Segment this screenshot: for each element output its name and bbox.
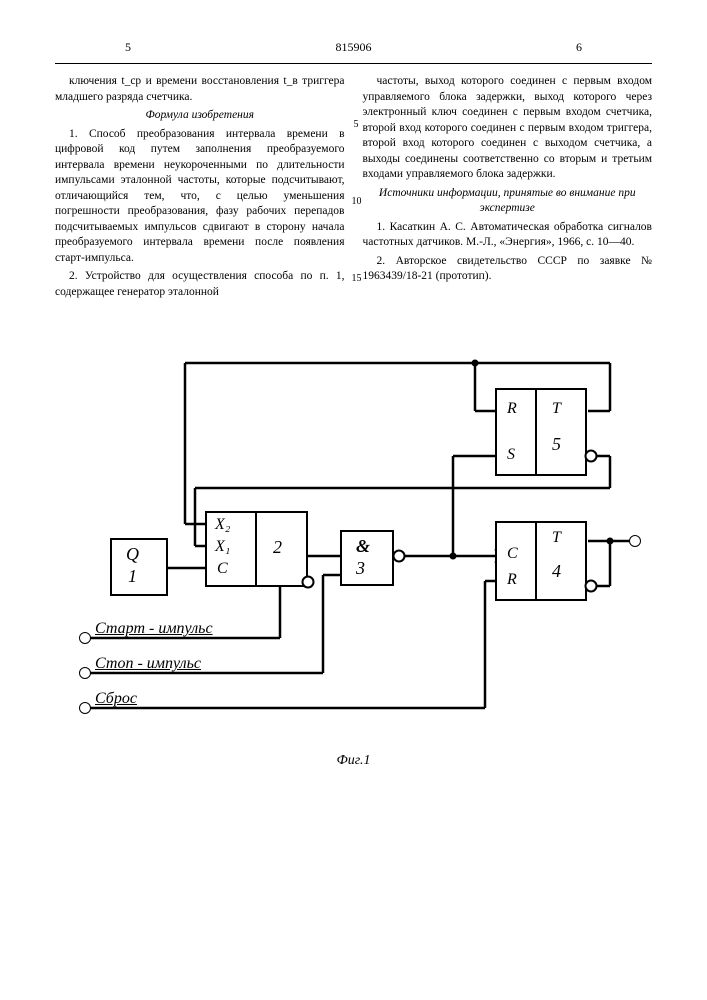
node-3 — [607, 538, 614, 545]
right-column: частоты, выход которого соединен с первы… — [363, 74, 653, 303]
figure-caption: Фиг.1 — [55, 753, 652, 769]
terminal-start — [79, 632, 91, 644]
block4-num: 4 — [552, 561, 561, 582]
block1-num: 1 — [128, 566, 137, 587]
block4-c: C — [507, 545, 518, 563]
block4-t: T — [552, 529, 561, 547]
block1-q: Q — [126, 544, 139, 565]
label-stop: Стоп - импульс — [95, 655, 201, 673]
block2-x2: X₂ — [215, 516, 230, 534]
block5-t: T — [552, 400, 561, 418]
terminal-out — [629, 535, 641, 547]
figure-1: Q 1 X₂ X₁ C 2 & 3 R S T 5 C — [55, 328, 652, 808]
formula-title: Формула изобретения — [55, 108, 345, 124]
header-rule — [55, 63, 652, 64]
block-5: R S T 5 — [495, 388, 587, 476]
right-p2: 1. Касаткин А. С. Автоматическая обработ… — [363, 220, 653, 251]
col-number-left: 5 — [55, 40, 354, 55]
left-column: ключения t_ср и времени восстановления t… — [55, 74, 345, 303]
node-2 — [472, 360, 479, 367]
node-1 — [450, 553, 457, 560]
block-4: C R T 4 — [495, 521, 587, 601]
label-start: Старт - импульс — [95, 620, 213, 638]
block4-r: R — [507, 571, 517, 589]
block2-x1: X₁ — [215, 538, 230, 556]
line-marker-10: 10 — [352, 195, 362, 209]
block-3: & 3 — [340, 530, 394, 586]
left-p2: 2. Устройство для осуществления способа … — [55, 269, 345, 300]
line-marker-15: 15 — [352, 272, 362, 286]
terminal-stop — [79, 667, 91, 679]
left-p0: ключения t_ср и времени восстановления t… — [55, 74, 345, 105]
document-number: 815906 — [336, 40, 372, 55]
block3-amp: & — [356, 536, 370, 557]
block5-num: 5 — [552, 434, 561, 455]
block2-c: C — [217, 560, 228, 578]
terminal-reset — [79, 702, 91, 714]
block2-inv-out — [302, 576, 315, 589]
block5-inv-out — [585, 450, 598, 463]
block-2: X₂ X₁ C 2 — [205, 511, 308, 587]
right-p3: 2. Авторское свидетельство СССР по заявк… — [363, 254, 653, 285]
block3-num: 3 — [356, 558, 365, 579]
block4-inv-out — [585, 580, 598, 593]
block5-s: S — [507, 446, 515, 464]
left-p1: 1. Способ преобразования интервала време… — [55, 127, 345, 267]
line-marker-5: 5 — [354, 118, 359, 132]
label-reset: Сброс — [95, 690, 137, 708]
block-1: Q 1 — [110, 538, 168, 596]
col-number-right: 6 — [354, 40, 653, 55]
block2-num: 2 — [273, 537, 282, 558]
block5-r: R — [507, 400, 517, 418]
block3-inv-out — [393, 550, 406, 563]
sources-title: Источники информации, принятые во вниман… — [363, 186, 653, 217]
right-p1: частоты, выход которого соединен с первы… — [363, 74, 653, 183]
